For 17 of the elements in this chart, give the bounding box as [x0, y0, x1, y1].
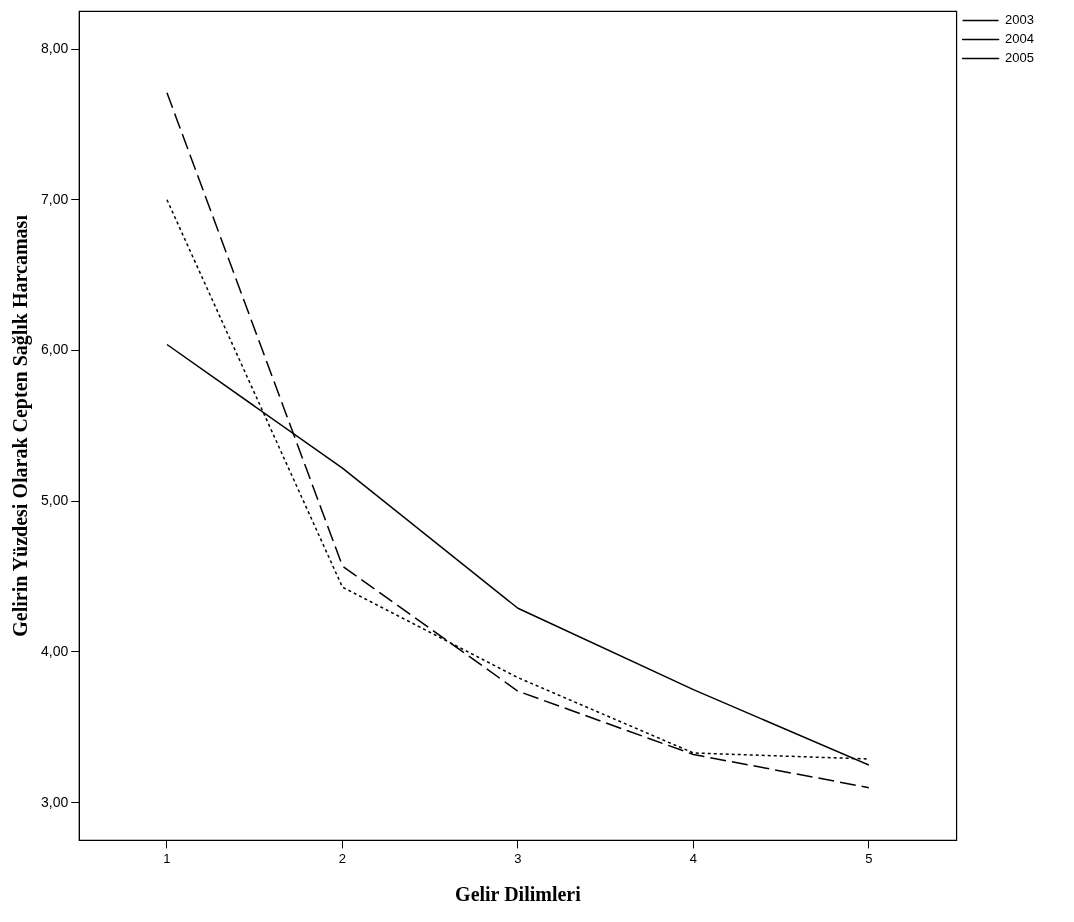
y-tick-label: 4,00	[41, 642, 69, 659]
x-tick-label: 3	[514, 850, 522, 866]
legend-label: 2005	[1005, 50, 1034, 66]
x-axis-title: Gelir Dilimleri	[455, 883, 582, 906]
line-series	[166, 92, 870, 789]
x-tick-label: 4	[689, 850, 697, 866]
x-tick-label: 2	[338, 850, 347, 866]
y-tick-label: 3,00	[41, 793, 69, 810]
y-tick-label: 5,00	[41, 492, 69, 509]
x-tick-label: 5	[865, 850, 873, 866]
y-axis-title: Gelirin Yüzdesi Olarak Cepten Sağlık Harcaması	[9, 214, 33, 637]
y-tick-label: 8,00	[41, 39, 69, 56]
y-tick-label: 6,00	[41, 341, 69, 358]
y-tick-label: 7,00	[41, 190, 69, 207]
legend-label: 2003	[1005, 12, 1034, 28]
legend-label: 2004	[1005, 31, 1034, 47]
x-tick-label: 1	[163, 850, 171, 866]
